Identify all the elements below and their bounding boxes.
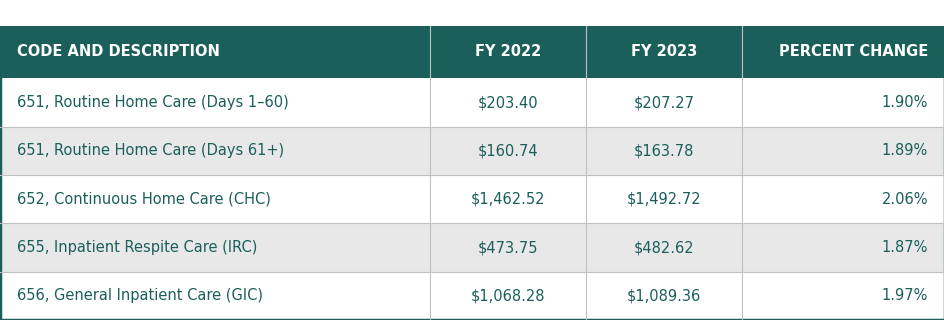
Text: CODE AND DESCRIPTION: CODE AND DESCRIPTION: [17, 44, 220, 60]
Bar: [741, 26, 944, 78]
Text: $163.78: $163.78: [633, 143, 693, 158]
Bar: [0, 0, 944, 26]
Text: PERCENT CHANGE: PERCENT CHANGE: [778, 44, 927, 60]
Text: 651, Routine Home Care (Days 1–60): 651, Routine Home Care (Days 1–60): [17, 95, 289, 110]
Bar: [585, 175, 741, 223]
Text: 655, Inpatient Respite Care (IRC): 655, Inpatient Respite Care (IRC): [17, 240, 257, 255]
Text: $1,089.36: $1,089.36: [626, 288, 700, 303]
Bar: [585, 26, 741, 78]
Text: 1.87%: 1.87%: [881, 240, 927, 255]
Bar: [0, 26, 430, 78]
Bar: [741, 272, 944, 320]
Bar: [585, 272, 741, 320]
Text: $473.75: $473.75: [477, 240, 538, 255]
Text: FY 2022: FY 2022: [474, 44, 541, 60]
Text: $482.62: $482.62: [632, 240, 694, 255]
Bar: [0, 78, 430, 127]
Bar: [741, 223, 944, 272]
Text: 1.97%: 1.97%: [881, 288, 927, 303]
Bar: [741, 127, 944, 175]
Bar: [585, 78, 741, 127]
Text: 1.90%: 1.90%: [881, 95, 927, 110]
Text: $160.74: $160.74: [477, 143, 538, 158]
Text: 2.06%: 2.06%: [881, 192, 927, 207]
Bar: [741, 175, 944, 223]
Bar: [0, 272, 430, 320]
Text: 656, General Inpatient Care (GIC): 656, General Inpatient Care (GIC): [17, 288, 262, 303]
Text: $1,492.72: $1,492.72: [626, 192, 700, 207]
Bar: [0, 175, 430, 223]
Text: 652, Continuous Home Care (CHC): 652, Continuous Home Care (CHC): [17, 192, 271, 207]
Text: $1,462.52: $1,462.52: [470, 192, 545, 207]
Bar: [430, 78, 585, 127]
Text: FY 2023: FY 2023: [630, 44, 697, 60]
Bar: [430, 272, 585, 320]
Bar: [0, 223, 430, 272]
Bar: [585, 127, 741, 175]
Bar: [741, 78, 944, 127]
Text: $1,068.28: $1,068.28: [470, 288, 545, 303]
Text: 651, Routine Home Care (Days 61+): 651, Routine Home Care (Days 61+): [17, 143, 284, 158]
Bar: [430, 175, 585, 223]
Bar: [0, 127, 430, 175]
Bar: [585, 223, 741, 272]
Bar: [430, 127, 585, 175]
Text: $207.27: $207.27: [632, 95, 694, 110]
Bar: [430, 26, 585, 78]
Bar: [430, 223, 585, 272]
Text: 1.89%: 1.89%: [881, 143, 927, 158]
Text: $203.40: $203.40: [477, 95, 538, 110]
